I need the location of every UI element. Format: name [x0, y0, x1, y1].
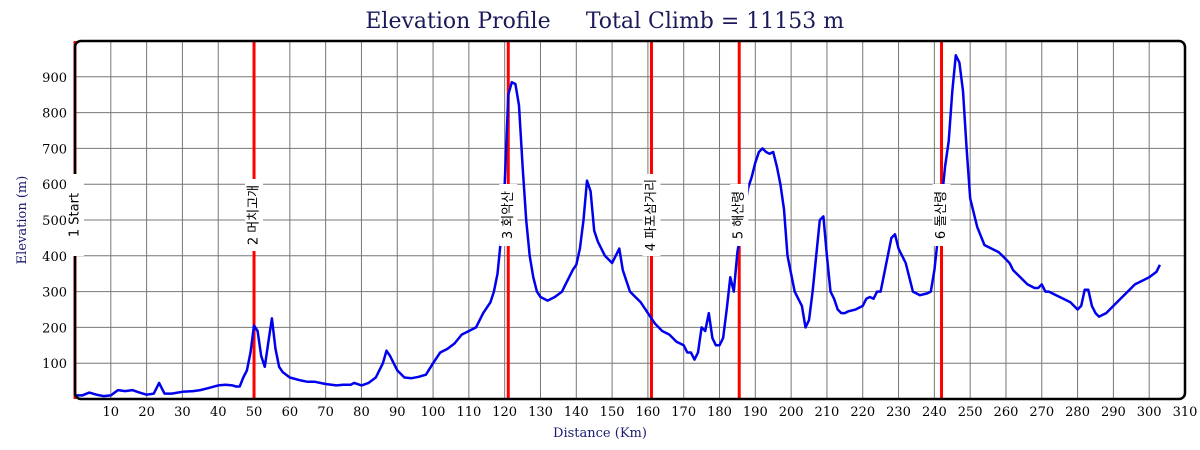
y-tick-label: 100 [42, 357, 67, 372]
x-tick-label: 160 [635, 405, 660, 420]
checkpoint-label-bg [932, 184, 951, 246]
checkpoint-label-bg [245, 179, 264, 251]
checkpoint-label-bg [499, 184, 518, 246]
x-tick-label: 300 [1137, 405, 1162, 420]
checkpoint-label: 3 회악산 [501, 191, 516, 239]
y-tick-label: 200 [42, 321, 67, 336]
x-axis-label: Distance (Km) [553, 426, 647, 441]
checkpoint-label: 6 돌산령 [934, 191, 949, 239]
y-tick-label: 400 [42, 250, 67, 265]
chart-subtitle: Total Climb = 11153 m [586, 9, 844, 34]
x-tick-label: 310 [1173, 405, 1198, 420]
checkpoint-label-bg [730, 184, 749, 246]
x-tick-label: 140 [564, 405, 589, 420]
x-tick-label: 240 [922, 405, 947, 420]
x-tick-label: 250 [958, 405, 983, 420]
chart-title: Elevation Profile [365, 9, 550, 34]
x-tick-label: 10 [103, 405, 120, 420]
x-tick-label: 130 [528, 405, 553, 420]
x-tick-label: 20 [138, 405, 155, 420]
x-tick-label: 50 [246, 405, 263, 420]
x-tick-label: 90 [389, 405, 406, 420]
grid-lines [75, 41, 1185, 399]
x-tick-label: 30 [174, 405, 191, 420]
x-tick-label: 120 [492, 405, 517, 420]
checkpoint-label: 1 Start [68, 193, 83, 237]
x-tick-label: 100 [421, 405, 446, 420]
x-tick-label: 110 [456, 405, 481, 420]
x-tick-label: 190 [743, 405, 768, 420]
checkpoint-label-bg [642, 174, 661, 256]
checkpoint-label: 4 파포삼거리 [644, 179, 659, 251]
x-tick-label: 260 [994, 405, 1019, 420]
elevation-line [75, 54, 1162, 398]
x-tick-label: 170 [671, 405, 696, 420]
x-tick-label: 150 [600, 405, 625, 420]
y-tick-label: 500 [42, 214, 67, 229]
x-tick-label: 230 [886, 405, 911, 420]
checkpoint-labels: 1 Start 2 머치고개 3 회악산 4 파포삼거리 5 해산령 6 돌산령 [66, 174, 951, 256]
x-tick-label: 40 [210, 405, 227, 420]
x-tick-label: 80 [353, 405, 370, 420]
x-tick-label: 70 [317, 405, 334, 420]
y-tick-label: 700 [42, 142, 67, 157]
x-tick-label: 270 [1029, 405, 1054, 420]
y-tick-label: 800 [42, 107, 67, 122]
x-tick-label: 220 [850, 405, 875, 420]
x-tick-label: 290 [1101, 405, 1126, 420]
y-tick-label: 300 [42, 286, 67, 301]
x-tick-label: 280 [1065, 405, 1090, 420]
y-tick-label: 600 [42, 178, 67, 193]
x-tick-label: 200 [779, 405, 804, 420]
y-tick-label: 900 [42, 71, 67, 86]
checkpoint-label: 2 머치고개 [247, 185, 262, 245]
x-tick-label: 180 [707, 405, 732, 420]
y-axis-label: Elevation (m) [15, 176, 30, 265]
elevation-series [75, 54, 1162, 398]
x-tick-label: 60 [282, 405, 299, 420]
x-tick-labels: 10 20 30 40 50 60 70 80 90 100 110 120 130 140 150 160 1… [103, 405, 1198, 420]
checkpoint-label: 5 해산령 [732, 191, 747, 239]
x-tick-label: 210 [815, 405, 840, 420]
checkpoint-label-bg [66, 174, 84, 256]
y-tick-labels: 100 200 300 400 500 600 700 800 900 [42, 71, 67, 372]
